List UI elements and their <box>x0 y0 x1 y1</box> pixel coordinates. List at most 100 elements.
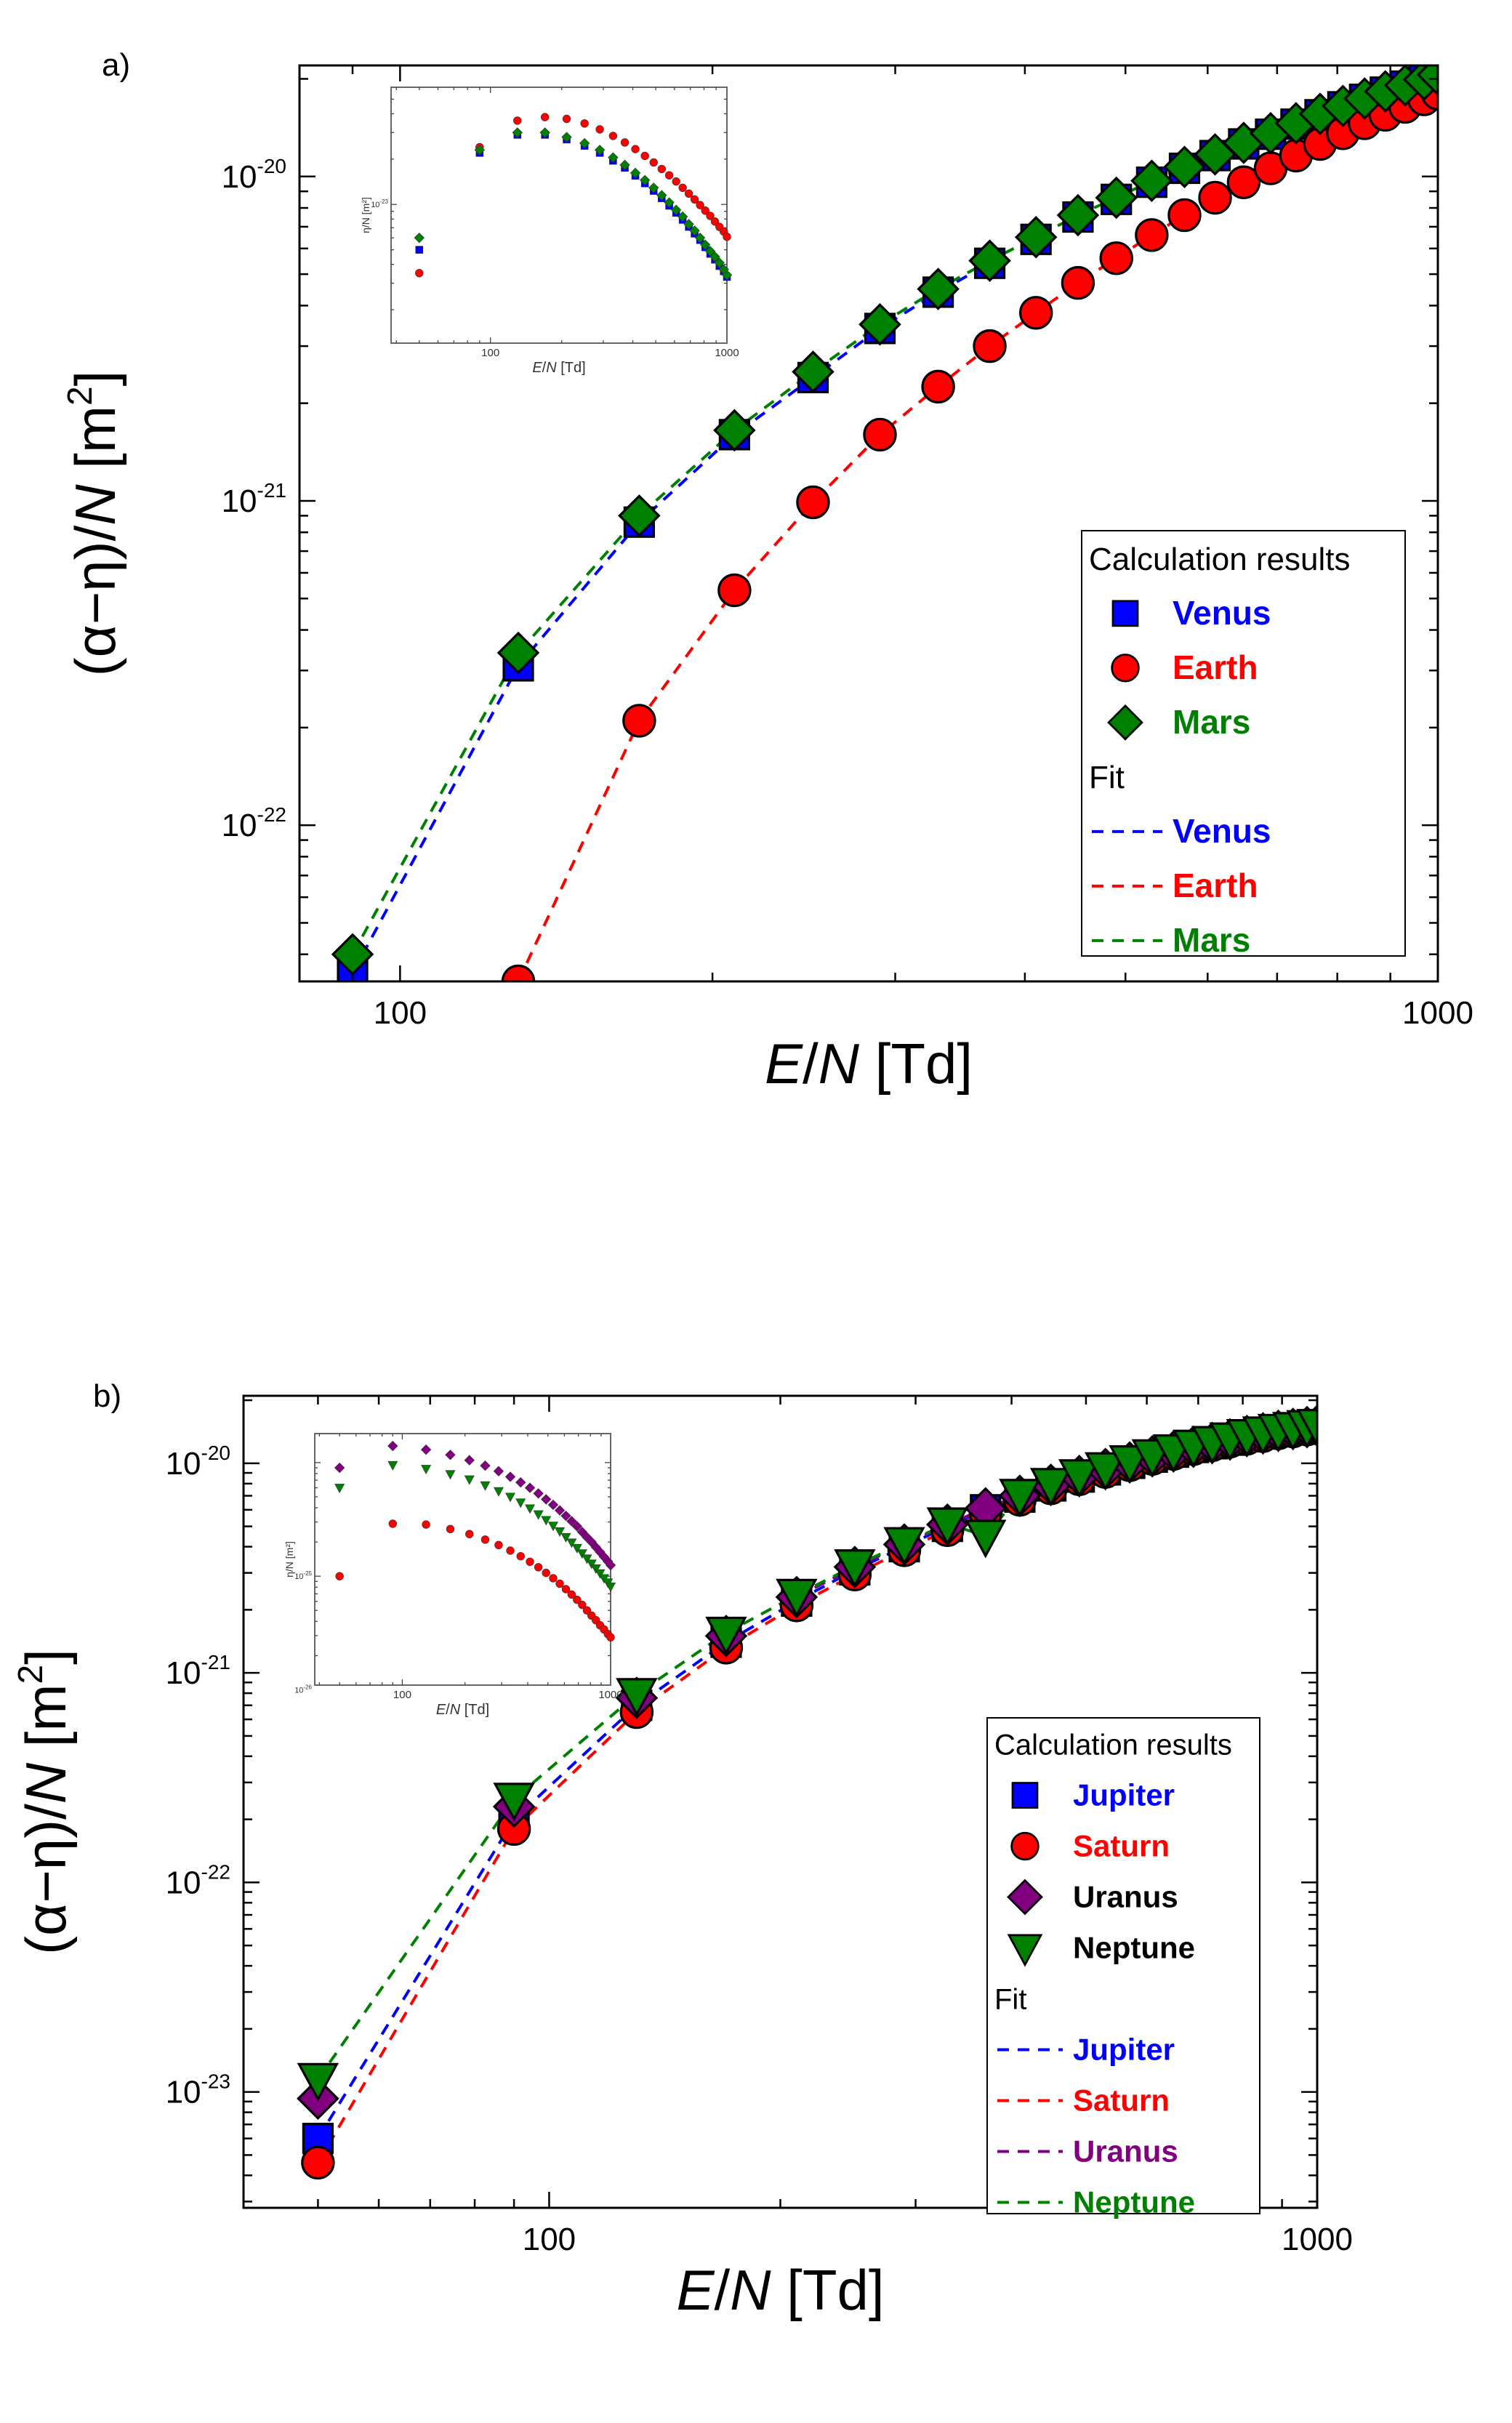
data-point-earth <box>1018 296 1053 330</box>
inset-point-uranus <box>493 1466 504 1476</box>
y-tick-base: 10 <box>166 1865 201 1900</box>
data-point-earth <box>1198 180 1232 215</box>
inset-point-earth <box>678 183 687 193</box>
series-earth <box>501 76 1438 981</box>
y-label-main: (α−η)/ <box>14 1804 78 1955</box>
inset-point-neptune <box>525 1504 536 1514</box>
inset-point-neptune <box>464 1475 475 1485</box>
legend-fit-label-mars: Mars <box>1173 921 1250 959</box>
y-tick-exponent: -20 <box>257 155 286 177</box>
data-point-earth <box>921 369 955 404</box>
inset-x-tick-label: 1000 <box>598 1689 622 1701</box>
y-tick-base: 10 <box>222 483 257 519</box>
inset-point-saturn <box>534 1563 543 1572</box>
y-tick-base: 10 <box>166 1655 201 1691</box>
y-label-close: ] <box>14 1649 78 1665</box>
y-tick-label: 10-22 <box>166 1860 230 1900</box>
inset-point-mars <box>721 270 733 281</box>
inset-point-neptune <box>582 1554 592 1564</box>
legend-marker-uranus <box>1007 1878 1043 1916</box>
inset-point-venus <box>415 246 424 254</box>
legend-marker-venus <box>1111 600 1139 627</box>
inset-point-mars <box>474 145 485 156</box>
inset-y-tick-label: 10-26 <box>294 1684 312 1695</box>
inset-point-mars <box>630 167 641 178</box>
data-point-neptune <box>705 1616 747 1655</box>
y-tick-exponent: -20 <box>201 1442 230 1464</box>
inset-point-uranus <box>533 1488 544 1499</box>
inset-x-tick-label: 100 <box>393 1689 411 1701</box>
inset-point-uranus <box>571 1521 582 1532</box>
inset-point-mars <box>656 190 667 201</box>
legend-fit-label-neptune: Neptune <box>1073 2185 1195 2219</box>
inset-point-neptune <box>571 1543 582 1554</box>
inset-x-label-n: N <box>450 1702 461 1718</box>
legend-entry-mars: Mars <box>1107 703 1250 741</box>
legend-fit-label-earth: Earth <box>1173 867 1258 904</box>
inset-point-neptune <box>387 1460 398 1471</box>
inset-point-mars <box>677 211 688 222</box>
y-tick-exponent: -23 <box>201 2070 230 2093</box>
y-label-n: N <box>14 1762 78 1804</box>
legend-fit-label-uranus: Uranus <box>1073 2134 1178 2168</box>
data-point-neptune <box>616 1678 658 1717</box>
y-tick-label: 10-23 <box>166 2070 230 2110</box>
inset-point-earth <box>562 114 571 124</box>
y-label-superscript: 2 <box>12 1665 50 1684</box>
series-neptune <box>297 1409 1317 2102</box>
inset-point-saturn <box>506 1546 515 1555</box>
legend-entry-venus: Venus <box>1111 594 1271 632</box>
data-point-mars <box>1130 159 1173 202</box>
data-point-earth <box>501 964 536 981</box>
y-tick-exponent: -22 <box>201 1860 230 1883</box>
legend-label-saturn: Saturn <box>1073 1828 1170 1863</box>
legend-entry-neptune: Neptune <box>1007 1930 1195 1967</box>
inset-point-mars <box>714 257 725 268</box>
inset-x-tick-label: 100 <box>481 347 499 359</box>
legend-label-earth: Earth <box>1173 648 1258 686</box>
data-point-neptune <box>297 2062 339 2102</box>
y-tick-exponent: -22 <box>257 803 286 826</box>
inset-series-uranus <box>334 1440 616 1571</box>
legend-fit-entry-earth: Earth <box>1092 867 1258 904</box>
inset-y-tick-base: 10 <box>294 1572 303 1581</box>
inset-y-tick-exponent: -25 <box>303 1570 312 1577</box>
legend-title: Calculation results <box>994 1729 1232 1761</box>
inset-point-saturn <box>526 1557 534 1567</box>
inset-point-uranus <box>387 1440 398 1452</box>
y-label-superscript: 2 <box>61 386 100 406</box>
inset-point-saturn <box>561 1585 571 1594</box>
inset-y-tick-base: 10 <box>294 1686 303 1695</box>
inset-y-axis-label: η/N [m²] <box>284 1541 295 1578</box>
inset-point-mars <box>640 174 651 185</box>
legend-fit-entry-saturn: Saturn <box>997 2083 1170 2117</box>
inset-point-earth <box>649 158 658 167</box>
legend: Calculation results Jupiter Saturn Uranus Ne… <box>986 1717 1260 2219</box>
inset-x-axis-label: E/N [Td] <box>436 1702 489 1718</box>
data-point-neptune <box>1029 1468 1072 1507</box>
inset-point-uranus <box>560 1510 571 1522</box>
data-point-neptune <box>999 1479 1041 1518</box>
panel-label: a) <box>102 47 130 83</box>
inset-y-axis-label: η/N [m²] <box>360 197 371 233</box>
inset-point-uranus <box>566 1516 577 1527</box>
inset-point-mars <box>700 239 711 250</box>
legend-marker-jupiter <box>1011 1782 1039 1809</box>
inset-point-mars <box>709 251 720 262</box>
inset-point-mars <box>689 225 700 236</box>
inset-point-uranus <box>576 1527 588 1538</box>
x-label-slash: / <box>714 2258 730 2322</box>
x-axis-label: E/N [Td] <box>676 2258 884 2322</box>
y-label-unit: [m <box>63 406 127 484</box>
inset-y-tick-label: 10-23 <box>371 198 388 209</box>
data-point-neptune <box>1084 1452 1127 1491</box>
legend-fit-entry-venus: Venus <box>1092 812 1271 850</box>
inset-point-neptune <box>605 1582 616 1592</box>
x-label-e: E <box>676 2258 715 2322</box>
y-tick-base: 10 <box>222 808 257 843</box>
y-tick-base: 10 <box>222 159 257 195</box>
inset-x-label-slash: / <box>542 360 547 376</box>
